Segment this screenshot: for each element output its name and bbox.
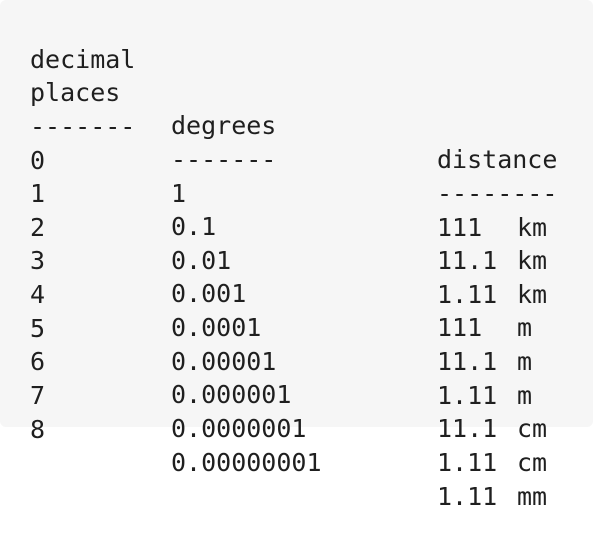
distance-value: 1.11 (437, 481, 498, 511)
distance-value: 1.11 (437, 380, 498, 410)
row-places: 5 (30, 313, 46, 343)
distance-unit: km (517, 245, 548, 275)
table-row: 6 0.000001 11.1 cm (30, 311, 547, 443)
header-line-1: decimal (30, 9, 135, 74)
row-places: 3 (30, 245, 46, 275)
row-distance: 1.11 cm (437, 446, 547, 480)
header-distance: distance (437, 144, 558, 174)
row-places: 4 (30, 279, 46, 309)
distance-unit: km (517, 212, 548, 242)
row-degrees: 0.00000001 (171, 448, 322, 477)
rule-distance: -------- (437, 178, 558, 208)
row-degrees: 0.0001 (171, 313, 262, 342)
table-row: 7 0.0000001 1.11 cm (30, 345, 547, 477)
distance-unit: m (517, 346, 533, 376)
header-rule: ------- ------- -------- (30, 76, 557, 208)
table-row: 4 0.0001 11.1 m (30, 244, 532, 376)
row-distance: 111 km (437, 211, 547, 245)
row-places: 2 (30, 212, 46, 242)
row-degrees: 0.000001 (171, 380, 292, 409)
row-degrees: 0.1 (171, 212, 217, 241)
distance-value: 1.11 (437, 279, 498, 309)
row-degrees: 0.00001 (171, 347, 277, 376)
distance-value: 111 (437, 312, 483, 342)
distance-value: 11.1 (437, 245, 498, 275)
row-places: 8 (30, 414, 46, 444)
row-places: 0 (30, 145, 46, 175)
distance-value: 11.1 (437, 413, 498, 443)
row-distance: 11.1 km (437, 244, 547, 278)
distance-unit: m (517, 312, 533, 342)
table-row: 5 0.00001 1.11 m (30, 278, 532, 410)
distance-value: 111 (437, 212, 483, 242)
row-places: 1 (30, 178, 46, 208)
row-distance: 1.11 mm (437, 480, 547, 514)
row-degrees: 1 (171, 179, 187, 208)
row-places: 7 (30, 380, 46, 410)
distance-value: 1.11 (437, 447, 498, 477)
row-distance: 11.1 cm (437, 412, 547, 446)
row-distance: 1.11 m (437, 379, 532, 413)
table-row: 3 0.001 111 m (30, 210, 532, 342)
distance-unit: cm (517, 413, 548, 443)
row-places: 6 (30, 346, 46, 376)
code-block: decimal places degrees distance ------- … (30, 9, 558, 511)
header-decimal: decimal (30, 44, 136, 74)
distance-unit: km (517, 279, 548, 309)
distance-value: 11.1 (437, 346, 498, 376)
row-degrees: 0.0000001 (171, 414, 307, 443)
row-degrees: 0.001 (171, 279, 247, 308)
row-distance: 1.11 km (437, 278, 547, 312)
rule-places: ------- (30, 111, 136, 141)
table-row: 8 0.00000001 1.11 mm (30, 379, 547, 511)
table-row: 2 0.01 1.11 km (30, 177, 547, 309)
distance-unit: m (517, 380, 533, 410)
table-row: 0 1 111 km (30, 110, 547, 242)
header-places: places (30, 77, 121, 107)
row-distance: 11.1 m (437, 345, 532, 379)
row-degrees: 0.01 (171, 246, 232, 275)
rule-degrees: ------- (171, 145, 277, 174)
table-row: 1 0.1 11.1 km (30, 143, 547, 275)
row-distance: 111 m (437, 311, 532, 345)
distance-unit: mm (517, 481, 548, 511)
header-degrees: degrees (171, 111, 277, 140)
header-line-2: places degrees distance (30, 42, 557, 174)
distance-unit: cm (517, 447, 548, 477)
